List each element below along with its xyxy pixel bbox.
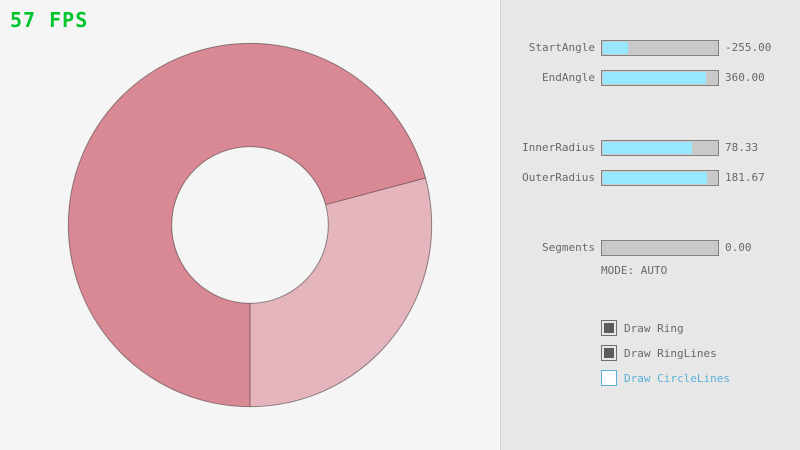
checkbox-mark [604, 348, 614, 358]
checkbox-row-draw-circlelines[interactable]: Draw CircleLines [601, 370, 730, 386]
draw-ring-checkbox[interactable] [601, 320, 617, 336]
ring-figure [67, 42, 433, 408]
draw-ring-label: Draw Ring [624, 321, 684, 335]
draw-circlelines-label: Draw CircleLines [624, 371, 730, 385]
end-angle-value: 360.00 [725, 71, 765, 84]
slider-row-outer-radius: OuterRadius 181.67 [501, 170, 800, 186]
checkbox-mark [604, 373, 614, 383]
checkbox-row-draw-ringlines[interactable]: Draw RingLines [601, 345, 717, 361]
fps-counter: 57 FPS [10, 8, 89, 32]
inner-radius-label: InnerRadius [522, 141, 595, 154]
start-angle-slider-fill [603, 42, 628, 54]
mode-label: MODE: AUTO [601, 264, 668, 277]
draw-circlelines-checkbox[interactable] [601, 370, 617, 386]
ring-sector-line-end [325, 177, 426, 206]
inner-radius-slider-fill [603, 142, 693, 154]
segments-slider[interactable] [601, 240, 719, 256]
ring-inner-outline [171, 146, 329, 304]
ring-hole [171, 146, 329, 304]
draw-ringlines-checkbox[interactable] [601, 345, 617, 361]
segments-value: 0.00 [725, 241, 752, 254]
start-angle-slider[interactable] [601, 40, 719, 56]
checkbox-row-draw-ring[interactable]: Draw Ring [601, 320, 684, 336]
start-angle-label: StartAngle [528, 41, 595, 54]
outer-radius-label: OuterRadius [522, 171, 595, 184]
control-panel: StartAngle -255.00 EndAngle 360.00 Inner… [500, 0, 800, 450]
slider-row-end-angle: EndAngle 360.00 [501, 70, 800, 86]
outer-radius-value: 181.67 [725, 171, 765, 184]
slider-row-inner-radius: InnerRadius 78.33 [501, 140, 800, 156]
start-angle-value: -255.00 [725, 41, 772, 54]
outer-radius-slider[interactable] [601, 170, 719, 186]
checkbox-mark [604, 323, 614, 333]
ring-outer-outline [67, 42, 433, 408]
slider-row-start-angle: StartAngle -255.00 [501, 40, 800, 56]
inner-radius-value: 78.33 [725, 141, 759, 154]
slider-row-segments: Segments 0.00 [501, 240, 800, 256]
drawing-canvas: 57 FPS [10, 8, 433, 408]
segments-label: Segments [542, 241, 595, 254]
end-angle-slider-fill [603, 72, 706, 84]
end-angle-slider[interactable] [601, 70, 719, 86]
end-angle-label: EndAngle [542, 71, 595, 84]
draw-ringlines-label: Draw RingLines [624, 346, 717, 360]
ring-outlines [67, 42, 433, 408]
inner-radius-slider[interactable] [601, 140, 719, 156]
outer-radius-slider-fill [603, 172, 707, 184]
